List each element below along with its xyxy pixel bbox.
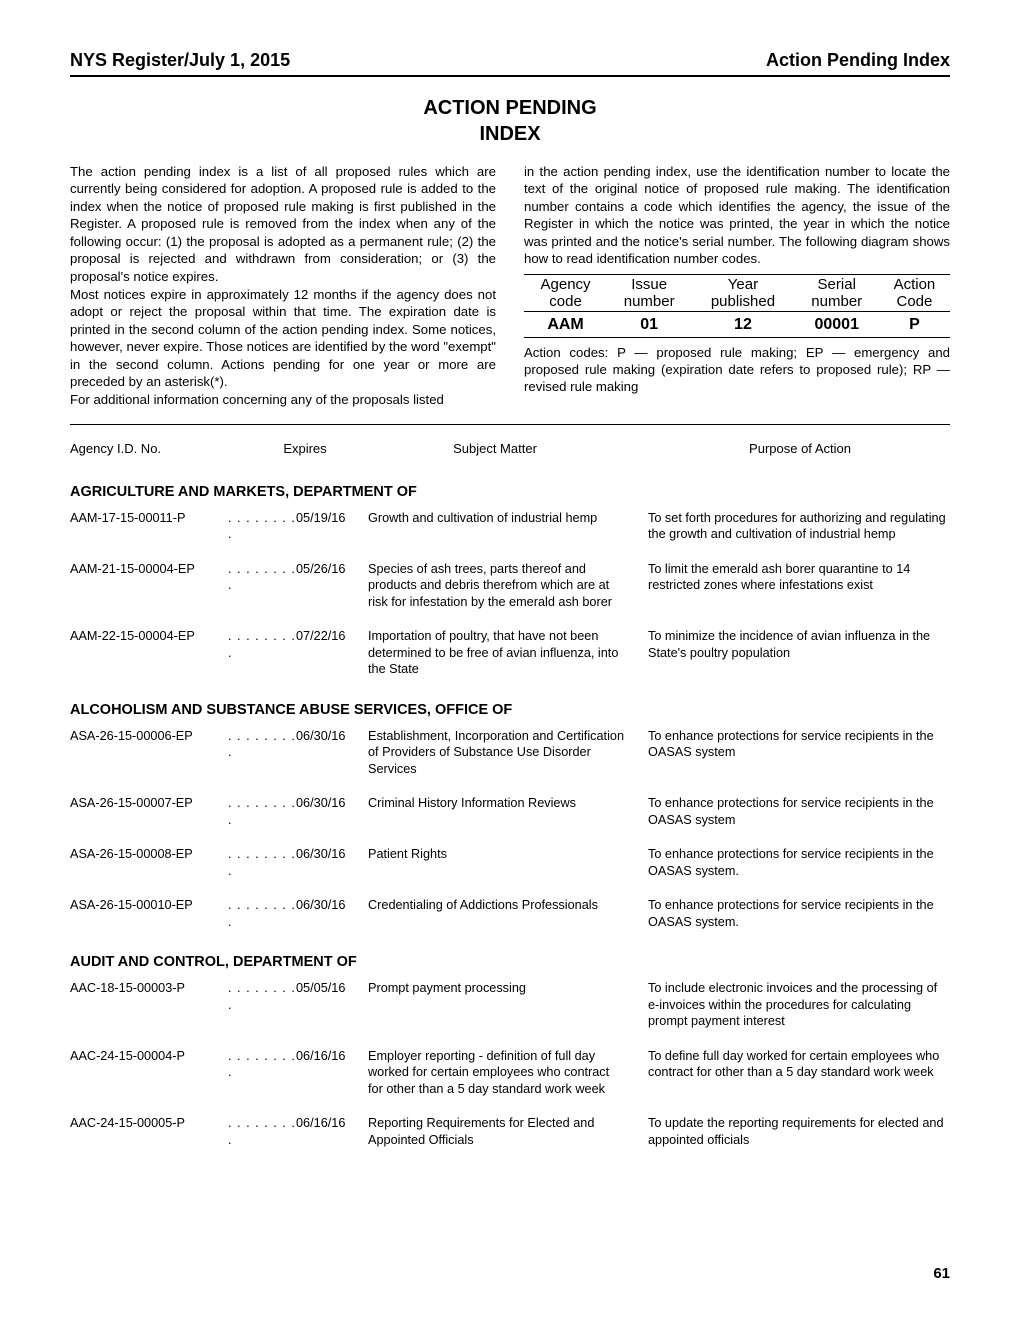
entry-subject: Patient Rights <box>368 846 648 863</box>
idex-year: 12 <box>691 312 794 338</box>
page-number: 61 <box>933 1265 950 1282</box>
entry-expires: 06/30/16 <box>296 728 368 745</box>
entry-id: AAM-21-15-00004-EP <box>70 561 228 578</box>
entry-subject: Prompt payment processing <box>368 980 648 997</box>
intro-col-right: in the action pending index, use the ide… <box>524 163 950 410</box>
idh-year: Yearpublished <box>691 274 794 312</box>
entry-expires: 06/16/16 <box>296 1115 368 1132</box>
sections-container: AGRICULTURE AND MARKETS, DEPARTMENT OF AA… <box>70 484 950 1149</box>
idex-issue: 01 <box>607 312 691 338</box>
entry-dots: . . . . . . . . . <box>228 897 296 930</box>
index-entry: AAC-18-15-00003-P. . . . . . . . .05/05/… <box>70 980 950 1030</box>
index-entry: ASA-26-15-00008-EP. . . . . . . . .06/30… <box>70 846 950 879</box>
idh-serial: Serialnumber <box>795 274 879 312</box>
entry-id: AAC-24-15-00004-P <box>70 1048 228 1065</box>
intro-col-left: The action pending index is a list of al… <box>70 163 496 410</box>
title-line-1: ACTION PENDING <box>70 95 950 121</box>
page-title: ACTION PENDING INDEX <box>70 95 950 147</box>
section-divider <box>70 424 950 425</box>
entry-expires: 06/30/16 <box>296 795 368 812</box>
index-entry: ASA-26-15-00006-EP. . . . . . . . .06/30… <box>70 728 950 778</box>
intro-left-p3: For additional information concerning an… <box>70 391 496 408</box>
entry-id: AAC-18-15-00003-P <box>70 980 228 997</box>
col-header-expires: Expires <box>240 441 370 456</box>
index-entry: AAC-24-15-00005-P. . . . . . . . .06/16/… <box>70 1115 950 1148</box>
entry-id: ASA-26-15-00010-EP <box>70 897 228 914</box>
agency-heading: ALCOHOLISM AND SUBSTANCE ABUSE SERVICES,… <box>70 702 950 718</box>
entry-dots: . . . . . . . . . <box>228 980 296 1013</box>
idh-action: ActionCode <box>879 274 950 312</box>
entry-expires: 05/26/16 <box>296 561 368 578</box>
entry-subject: Growth and cultivation of industrial hem… <box>368 510 648 527</box>
entry-subject: Employer reporting - definition of full … <box>368 1048 648 1098</box>
col-header-id: Agency I.D. No. <box>70 441 240 456</box>
id-table-example: AAM 01 12 00001 P <box>524 312 950 338</box>
entry-purpose: To update the reporting requirements for… <box>648 1115 950 1148</box>
index-entry: AAM-21-15-00004-EP. . . . . . . . .05/26… <box>70 561 950 611</box>
entry-id: AAM-17-15-00011-P <box>70 510 228 527</box>
entry-id: AAC-24-15-00005-P <box>70 1115 228 1132</box>
intro-right-p1: in the action pending index, use the ide… <box>524 163 950 268</box>
id-number-diagram: Agencycode Issuenumber Yearpublished Ser… <box>524 274 950 339</box>
intro-columns: The action pending index is a list of al… <box>70 163 950 410</box>
idex-action: P <box>879 312 950 338</box>
entry-subject: Species of ash trees, parts thereof and … <box>368 561 648 611</box>
entry-dots: . . . . . . . . . <box>228 795 296 828</box>
index-entry: AAM-17-15-00011-P. . . . . . . . .05/19/… <box>70 510 950 543</box>
idh-issue: Issuenumber <box>607 274 691 312</box>
index-entry: AAC-24-15-00004-P. . . . . . . . .06/16/… <box>70 1048 950 1098</box>
entry-dots: . . . . . . . . . <box>228 846 296 879</box>
entry-purpose: To enhance protections for service recip… <box>648 728 950 761</box>
index-entry: AAM-22-15-00004-EP. . . . . . . . .07/22… <box>70 628 950 678</box>
entry-purpose: To enhance protections for service recip… <box>648 897 950 930</box>
entry-expires: 05/19/16 <box>296 510 368 527</box>
col-header-subject: Subject Matter <box>370 441 650 456</box>
entry-subject: Credentialing of Addictions Professional… <box>368 897 648 914</box>
header-right: Action Pending Index <box>766 50 950 71</box>
idh-agency: Agencycode <box>524 274 607 312</box>
entry-subject: Criminal History Information Reviews <box>368 795 648 812</box>
col-header-purpose: Purpose of Action <box>650 441 950 456</box>
entry-purpose: To include electronic invoices and the p… <box>648 980 950 1030</box>
intro-left-p1: The action pending index is a list of al… <box>70 163 496 285</box>
entry-purpose: To minimize the incidence of avian influ… <box>648 628 950 661</box>
entry-dots: . . . . . . . . . <box>228 510 296 543</box>
header-left: NYS Register/July 1, 2015 <box>70 50 290 71</box>
id-table-header: Agencycode Issuenumber Yearpublished Ser… <box>524 274 950 312</box>
entry-purpose: To limit the emerald ash borer quarantin… <box>648 561 950 594</box>
entry-dots: . . . . . . . . . <box>228 1115 296 1148</box>
entry-purpose: To define full day worked for certain em… <box>648 1048 950 1081</box>
entry-expires: 06/30/16 <box>296 897 368 914</box>
idex-agency: AAM <box>524 312 607 338</box>
entry-id: ASA-26-15-00006-EP <box>70 728 228 745</box>
agency-heading: AGRICULTURE AND MARKETS, DEPARTMENT OF <box>70 484 950 500</box>
entry-id: AAM-22-15-00004-EP <box>70 628 228 645</box>
entry-dots: . . . . . . . . . <box>228 728 296 761</box>
entry-id: ASA-26-15-00008-EP <box>70 846 228 863</box>
entry-expires: 06/16/16 <box>296 1048 368 1065</box>
entry-subject: Reporting Requirements for Elected and A… <box>368 1115 648 1148</box>
title-line-2: INDEX <box>70 121 950 147</box>
entry-subject: Establishment, Incorporation and Certifi… <box>368 728 648 778</box>
entry-purpose: To enhance protections for service recip… <box>648 846 950 879</box>
entry-dots: . . . . . . . . . <box>228 1048 296 1081</box>
action-codes-legend: Action codes: P — proposed rule making; … <box>524 344 950 395</box>
index-entry: ASA-26-15-00007-EP. . . . . . . . .06/30… <box>70 795 950 828</box>
page: NYS Register/July 1, 2015 Action Pending… <box>0 0 1020 1320</box>
idex-serial: 00001 <box>795 312 879 338</box>
entry-id: ASA-26-15-00007-EP <box>70 795 228 812</box>
entry-purpose: To set forth procedures for authorizing … <box>648 510 950 543</box>
agency-heading: AUDIT AND CONTROL, DEPARTMENT OF <box>70 954 950 970</box>
entry-expires: 05/05/16 <box>296 980 368 997</box>
column-headers: Agency I.D. No. Expires Subject Matter P… <box>70 441 950 456</box>
entry-purpose: To enhance protections for service recip… <box>648 795 950 828</box>
entry-expires: 07/22/16 <box>296 628 368 645</box>
entry-subject: Importation of poultry, that have not be… <box>368 628 648 678</box>
intro-left-p2: Most notices expire in approximately 12 … <box>70 286 496 391</box>
entry-dots: . . . . . . . . . <box>228 561 296 594</box>
entry-dots: . . . . . . . . . <box>228 628 296 661</box>
index-entry: ASA-26-15-00010-EP. . . . . . . . .06/30… <box>70 897 950 930</box>
running-header: NYS Register/July 1, 2015 Action Pending… <box>70 50 950 77</box>
entry-expires: 06/30/16 <box>296 846 368 863</box>
